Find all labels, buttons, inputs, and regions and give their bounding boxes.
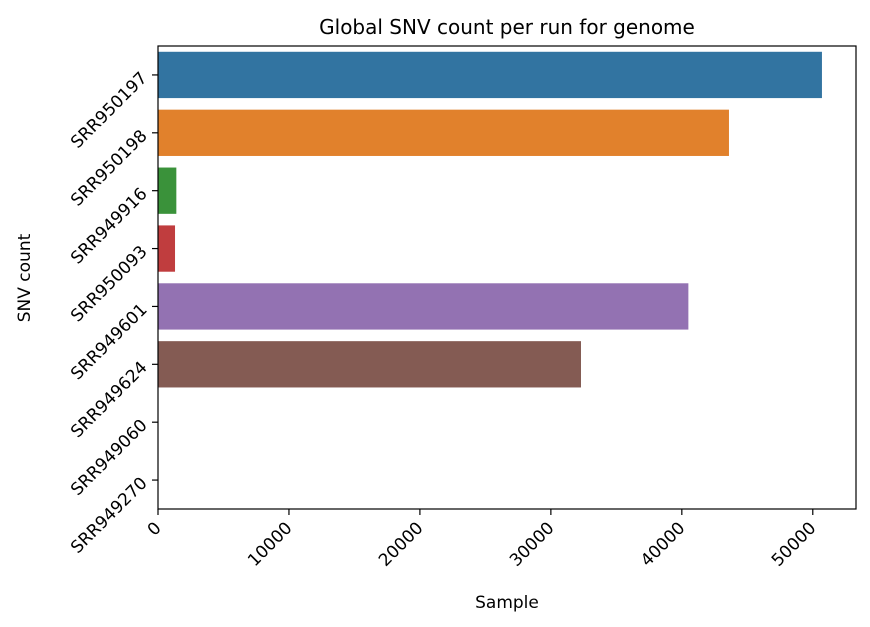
bar-srr949601: [158, 283, 689, 330]
x-tick-label: 50000: [768, 518, 820, 570]
x-tick-label: 0: [144, 518, 166, 540]
bar-srr949624: [158, 341, 581, 388]
x-tick-label: 10000: [244, 518, 296, 570]
x-tick-label: 20000: [375, 518, 427, 570]
bar-srr950198: [158, 109, 729, 156]
bar-srr950197: [158, 51, 822, 99]
x-tick-label: 30000: [506, 518, 558, 570]
bar-srr949916: [158, 167, 177, 214]
bars-group: [158, 51, 822, 388]
bar-srr950093: [158, 225, 176, 272]
y-axis-title: SNV count: [15, 233, 35, 322]
x-tick-label: 40000: [637, 518, 689, 570]
plot-frame: [157, 45, 857, 510]
chart-title: Global SNV count per run for genome: [319, 15, 695, 39]
x-axis-title: Sample: [475, 593, 539, 613]
